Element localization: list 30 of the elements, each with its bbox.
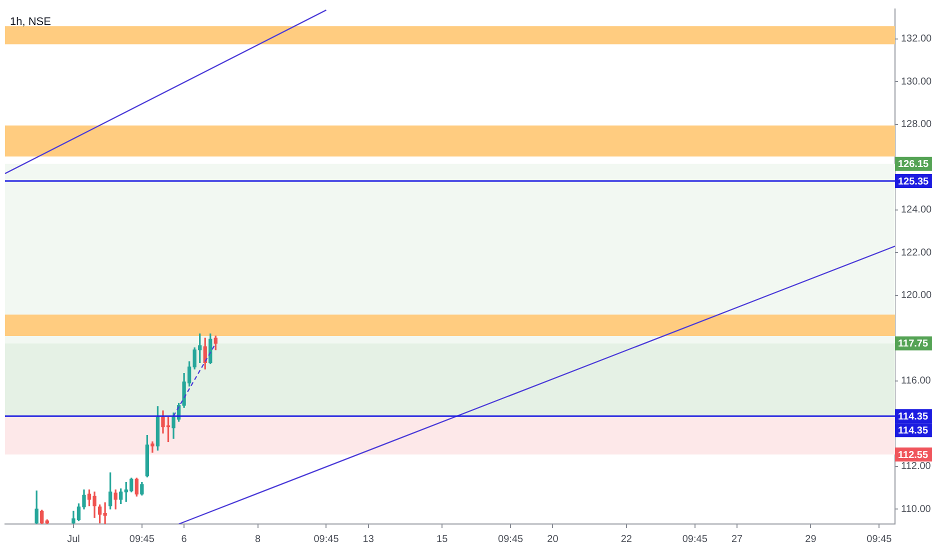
annotation: 114.35 (898, 425, 928, 436)
x-tick-label: Jul (67, 534, 80, 545)
x-tick-label: 13 (362, 534, 374, 545)
band-label: 117.75 (898, 338, 928, 350)
text: 1h, NSE (10, 16, 51, 28)
y-tick-label: 116.00 (901, 376, 932, 387)
y-tick-label: 122.00 (901, 247, 932, 258)
x-tick-label: 09:45 (682, 534, 708, 545)
band-label: 112.55 (898, 450, 928, 461)
x-tick-label: 09:45 (129, 534, 155, 545)
y-tick-label: 120.00 (901, 290, 932, 302)
y-tick-label: 110.00 (901, 504, 932, 515)
x-tick-label: 8 (255, 534, 261, 545)
x-tick-label: 22 (620, 534, 632, 545)
band-label: 126.15 (898, 159, 930, 170)
x-tick-label: 09:45 (314, 534, 340, 545)
ref-line-label: 114.35 (898, 411, 928, 422)
x-tick-label: 09:45 (498, 534, 524, 545)
y-tick-label: 112.00 (901, 461, 932, 472)
x-tick-label: 27 (731, 534, 744, 545)
x-tick-label: 09:45 (866, 534, 892, 545)
x-tick-label: 29 (805, 534, 817, 545)
x-tick-label: 20 (547, 534, 559, 545)
y-tick-label: 130.00 (901, 76, 932, 88)
x-tick-label: 15 (436, 534, 448, 545)
y-tick-label: 128.00 (901, 119, 932, 130)
y-tick-label: 132.00 (901, 34, 932, 45)
ref-line-label: 125.35 (898, 176, 930, 188)
y-tick-label: 124.00 (901, 204, 932, 216)
x-tick-label: 6 (181, 534, 188, 545)
